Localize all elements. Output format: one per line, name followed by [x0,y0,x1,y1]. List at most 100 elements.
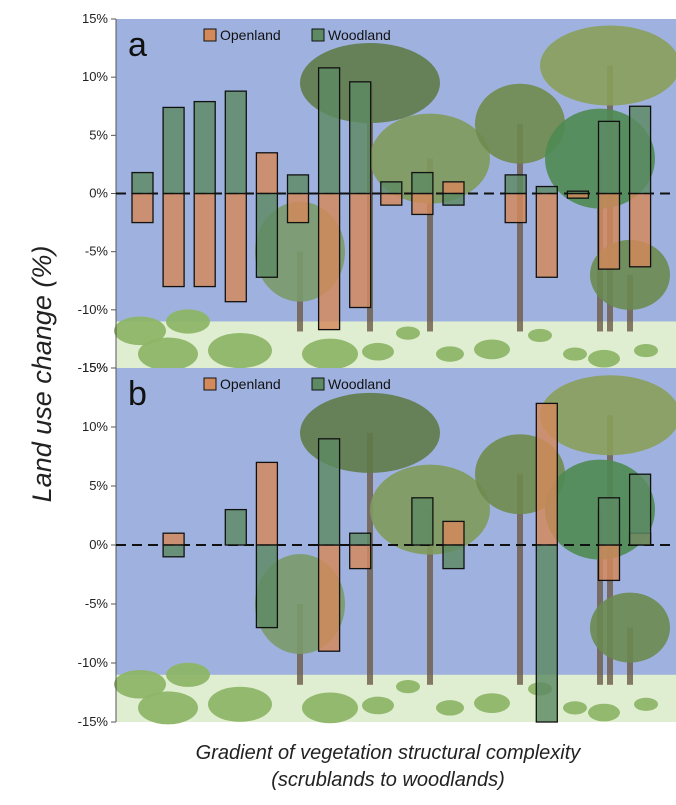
tree-trunk [517,474,523,685]
shrub [396,680,420,694]
woodland-bar [411,171,434,195]
openland-bar [317,544,341,652]
woodland-bar [442,544,465,570]
openland-bar [349,192,372,309]
woodland-bar [628,105,652,195]
openland-bar [628,192,652,268]
woodland-bar [162,544,185,558]
openland-bar [411,192,434,216]
woodland-bar [224,90,247,195]
y-tick-label: 5% [89,478,108,493]
openland-bar [255,461,279,546]
woodland-bar [317,67,341,195]
shrub [302,692,358,724]
tree-trunk [517,123,523,332]
y-tick-label: -5% [85,244,109,259]
shrub [474,693,510,714]
tree-canopy [540,375,676,456]
openland-bar [162,532,185,546]
y-tick-label: 15% [82,11,108,26]
y-tick-label: -15% [78,714,109,729]
tree-canopy [475,83,565,164]
y-axis-label: Land use change (%) [27,245,57,503]
panel-label: a [128,26,147,64]
x-axis-label-line1: Gradient of vegetation structural comple… [195,742,581,764]
panel-a: -15% -10% -5% 0% 5% 10% 15% a Openland Woodland [78,11,676,375]
y-tick-label: -5% [85,596,109,611]
shrub [474,339,510,360]
ground-background [116,321,676,368]
y-tick-label: 5% [89,127,108,142]
woodland-bar [162,106,185,195]
tree-trunk [597,509,603,685]
shrub [634,697,658,711]
openland-bar [255,152,279,195]
y-tick-label: 0% [89,537,108,552]
x-axis-label-line2: (scrublands to woodlands) [271,769,505,791]
shrub [528,328,552,343]
y-tick-label: -10% [78,655,109,670]
openland-bar [504,192,527,224]
woodland-bar [224,508,247,546]
shrub [588,349,620,368]
woodland-bar [504,174,527,195]
openland-bar [597,192,621,270]
woodland-bar [286,174,310,195]
shrub [302,338,358,370]
panel-label: b [128,375,147,413]
woodland-bar [349,532,372,546]
shrub [166,662,210,687]
woodland-bar [597,497,621,546]
shrub [138,337,198,371]
shrub [114,316,166,346]
openland-bar [597,544,621,582]
openland-bar [535,192,558,278]
y-tick-label: 10% [82,69,108,84]
shrub [166,309,210,334]
legend-woodland-swatch [311,28,325,42]
openland-bar [380,192,403,206]
woodland-bar [411,497,434,546]
ground-background [116,674,676,722]
tree-trunk [427,158,433,332]
woodland-bar [535,185,558,195]
openland-bar [286,192,310,224]
legend-woodland-swatch [311,377,325,391]
shrub [208,332,272,369]
openland-bar [317,192,341,331]
woodland-bar [349,81,372,195]
shrub [362,342,394,361]
woodland-bar [193,100,216,195]
openland-bar [162,192,185,288]
shrub [436,700,464,716]
woodland-bar [380,181,403,195]
openland-bar [193,192,216,288]
tree-canopy [540,25,676,106]
woodland-bar [255,544,279,629]
shrub [114,669,166,699]
legend-woodland-label: Woodland [328,376,391,392]
openland-bar [535,402,558,546]
y-tick-label: -15% [78,360,109,375]
y-tick-label: 15% [82,360,108,375]
woodland-bar [597,120,621,195]
y-tick-label: -10% [78,302,109,317]
shrub [362,696,394,715]
shrub [138,691,198,725]
woodland-bar [628,473,652,546]
shrub [588,703,620,722]
legend-openland-swatch [203,377,217,391]
openland-bar [131,192,154,224]
shrub [436,346,464,362]
legend-openland-swatch [203,28,217,42]
shrub [208,686,272,722]
woodland-bar [442,192,465,206]
shrub [634,343,658,358]
openland-bar [224,192,247,303]
legend-openland-label: Openland [220,376,281,392]
woodland-bar [566,190,590,195]
panel-b: -15% -10% -5% 0% 5% 10% 15% b Openland Woodland [78,360,676,729]
openland-bar [442,181,465,195]
shrub [563,347,587,361]
